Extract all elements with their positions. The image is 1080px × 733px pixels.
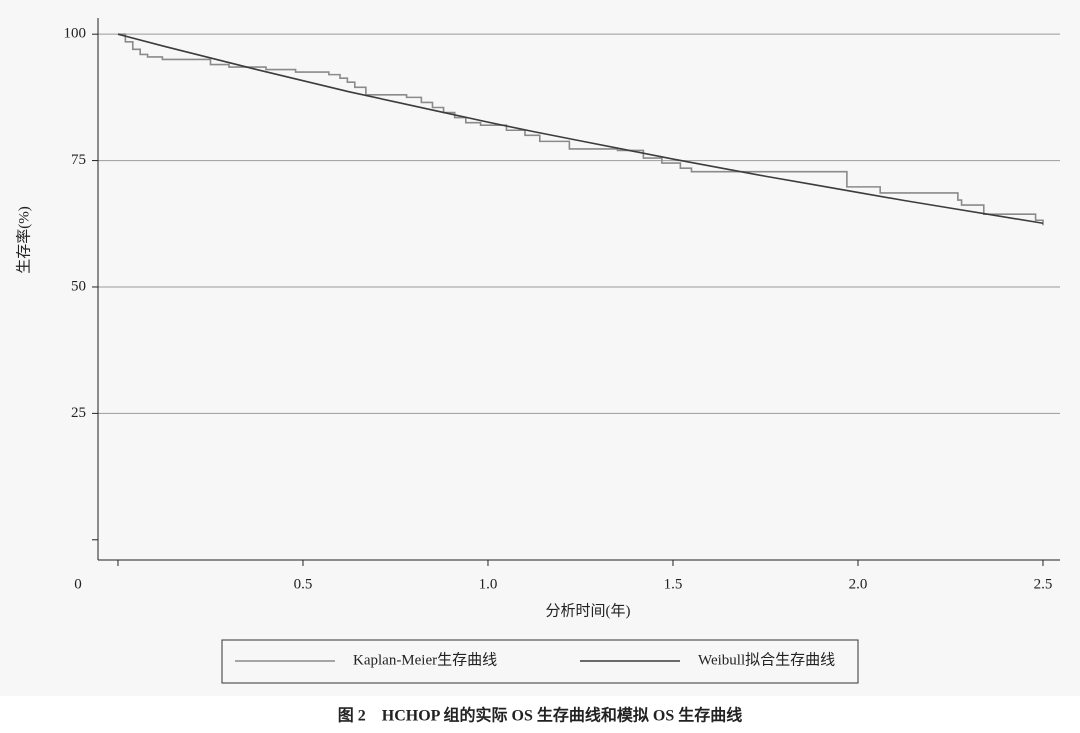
y-tick-label: 25	[71, 405, 86, 421]
y-tick-label: 100	[64, 26, 87, 42]
x-tick-label: 0.5	[294, 576, 313, 592]
x-tick-label: 0	[74, 576, 82, 592]
y-tick-label: 50	[71, 278, 86, 294]
background	[0, 0, 1080, 696]
x-tick-label: 2.5	[1034, 576, 1053, 592]
legend-label: Kaplan-Meier生存曲线	[353, 651, 497, 668]
x-tick-label: 1.5	[664, 576, 683, 592]
x-axis-label: 分析时间(年)	[546, 602, 631, 619]
y-tick-label: 75	[71, 152, 86, 168]
y-axis-label: 生存率(%)	[15, 206, 32, 274]
x-tick-label: 2.0	[849, 576, 868, 592]
survival-curve	[117, 33, 1044, 226]
survival-curve	[117, 33, 1044, 225]
x-tick-label: 1.0	[479, 576, 498, 592]
legend-label: Weibull拟合生存曲线	[698, 651, 835, 668]
caption: 图 2 HCHOP 组的实际 OS 生存曲线和模拟 OS 生存曲线	[338, 706, 742, 725]
